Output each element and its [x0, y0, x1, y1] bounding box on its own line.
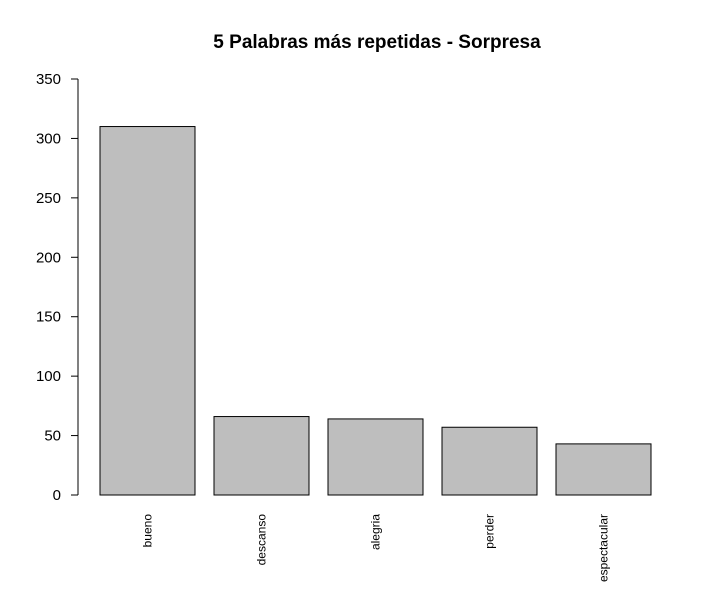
y-tick-label: 150 — [36, 309, 61, 326]
y-tick-label: 0 — [53, 487, 61, 504]
y-tick-label: 350 — [36, 71, 61, 88]
y-tick-label: 250 — [36, 190, 61, 207]
x-tick-label: bueno — [141, 514, 155, 548]
bars — [99, 126, 652, 496]
y-axis: 0 50 100 150 200 250 300 350 — [36, 71, 79, 504]
bar-perder — [441, 426, 538, 496]
x-tick-label: descanso — [255, 514, 269, 566]
category-labels: bueno descanso alegria perder espectacular — [141, 514, 611, 582]
bar-alegria — [327, 418, 424, 496]
y-tick-label: 100 — [36, 368, 61, 385]
chart-title: 5 Palabras más repetidas - Sorpresa — [213, 32, 541, 53]
bar-bueno — [99, 126, 196, 496]
bar-descanso — [213, 416, 310, 496]
bar-espectacular — [555, 443, 652, 496]
y-tick-label: 300 — [36, 130, 61, 147]
y-tick-label: 200 — [36, 249, 61, 266]
x-tick-label: alegria — [369, 514, 383, 550]
y-tick-label: 50 — [44, 428, 61, 445]
x-tick-label: espectacular — [597, 514, 611, 582]
x-tick-label: perder — [483, 514, 497, 549]
